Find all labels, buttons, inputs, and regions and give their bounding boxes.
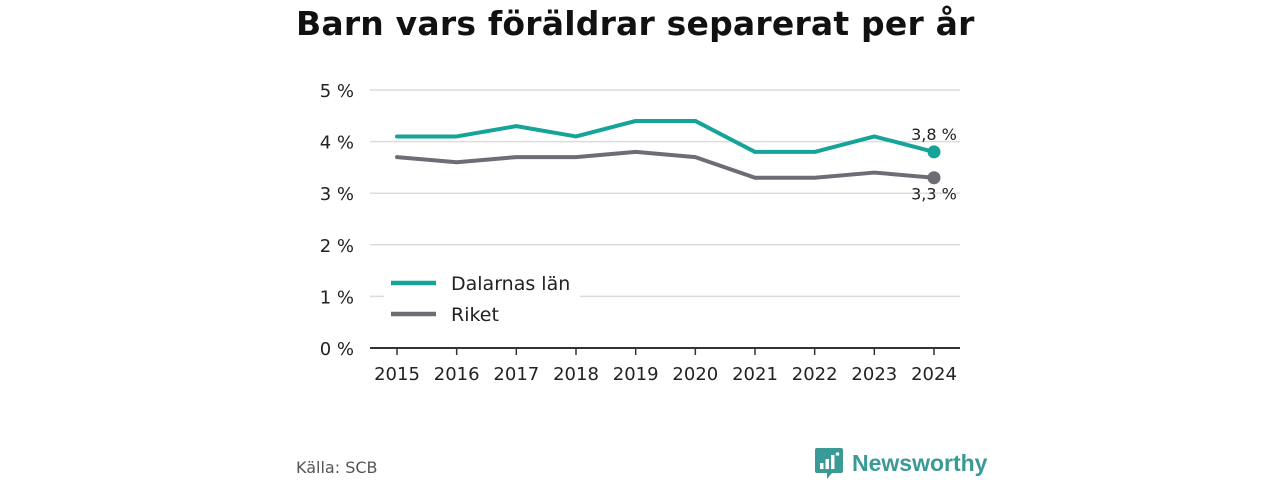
bar-chart-speech-icon: [815, 448, 843, 479]
source-note: Källa: SCB: [296, 458, 378, 477]
y-tick-label: 5 %: [320, 81, 354, 102]
y-tick-label: 1 %: [320, 287, 354, 308]
legend-background: [384, 268, 580, 330]
x-tick-label: 2016: [434, 364, 480, 385]
y-tick-label: 3 %: [320, 184, 354, 205]
x-tick-label: 2022: [792, 364, 838, 385]
series-line-0: [395, 118, 936, 154]
series-end-marker-1: [927, 171, 941, 185]
legend-label-0: Dalarnas län: [451, 273, 570, 295]
x-tick-label: 2020: [672, 364, 718, 385]
y-tick-label: 0 %: [320, 339, 354, 360]
y-tick-label: 2 %: [320, 236, 354, 257]
x-tick-label: 2017: [493, 364, 539, 385]
y-tick-label: 4 %: [320, 133, 354, 154]
legend-label-1: Riket: [451, 304, 499, 326]
x-tick-label: 2019: [613, 364, 659, 385]
y-axis: 0 % 1 % 2 % 3 % 4 % 5 %: [320, 81, 354, 360]
x-tick-label: 2023: [851, 364, 897, 385]
x-tick-label: 2021: [732, 364, 778, 385]
x-axis: 2015 2016 2017 2018 2019 2020 2021 2022 2023 2024: [370, 347, 960, 385]
series-end-label-1: 3,3 %: [911, 185, 957, 204]
x-tick-label: 2024: [911, 364, 957, 385]
x-tick-label: 2018: [553, 364, 599, 385]
x-tick-label: 2015: [374, 364, 420, 385]
series-line-1: [395, 149, 936, 180]
chart-title: Barn vars föräldrar separerat per år: [296, 4, 975, 43]
brand-logo: Newsworthy: [814, 446, 987, 480]
series-end-label-0: 3,8 %: [911, 125, 957, 144]
series-lines: 3,8 % 3,3 %: [395, 118, 957, 204]
legend: Dalarnas län Riket: [384, 268, 580, 330]
series-end-marker-0: [927, 145, 941, 159]
brand-name: Newsworthy: [852, 449, 988, 476]
